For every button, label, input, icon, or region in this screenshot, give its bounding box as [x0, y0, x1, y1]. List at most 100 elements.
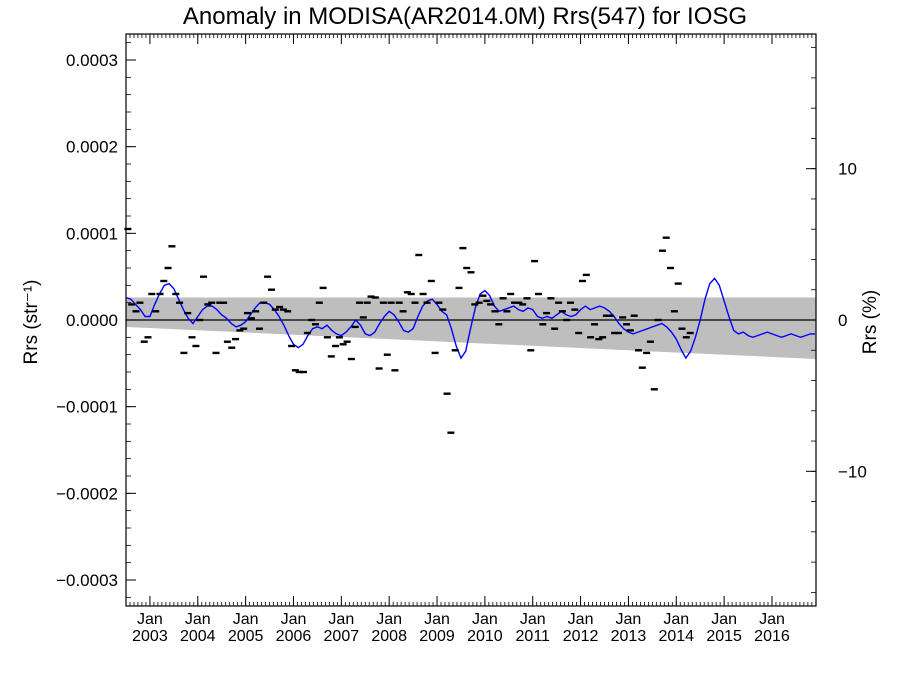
monthly-anomaly-point	[503, 310, 511, 313]
x-tick-month-label: Jan	[663, 611, 689, 628]
monthly-anomaly-point	[295, 370, 303, 374]
monthly-anomaly-point	[415, 253, 423, 257]
y-tick-label: 0.0001	[66, 224, 118, 243]
monthly-anomaly-point	[451, 349, 459, 352]
monthly-anomaly-point	[319, 286, 327, 290]
monthly-anomaly-point	[435, 301, 443, 304]
monthly-anomaly-point	[558, 310, 566, 313]
monthly-anomaly-point	[379, 301, 387, 304]
monthly-anomaly-point	[658, 249, 666, 252]
monthly-anomaly-point	[602, 314, 610, 317]
monthly-anomaly-point	[674, 282, 682, 285]
monthly-anomaly-point	[180, 351, 188, 355]
monthly-anomaly-point	[176, 301, 184, 304]
monthly-anomaly-point	[323, 336, 331, 339]
monthly-anomaly-point	[208, 301, 216, 304]
monthly-anomaly-point	[623, 323, 630, 326]
monthly-anomaly-point	[443, 392, 451, 395]
y-tick-label: 0.0000	[66, 311, 118, 330]
monthly-anomaly-point	[619, 316, 627, 319]
x-tick-year-label: 2012	[563, 628, 599, 645]
y-tick-label: 0.0003	[66, 51, 118, 70]
monthly-anomaly-point	[403, 291, 411, 294]
x-tick-year-label: 2004	[180, 628, 216, 645]
monthly-anomaly-point	[579, 279, 586, 283]
monthly-anomaly-point	[351, 325, 359, 329]
x-tick-year-label: 2013	[611, 628, 647, 645]
y-right-tick-label: 10	[838, 160, 857, 179]
monthly-anomaly-point	[654, 318, 662, 322]
monthly-anomaly-point	[216, 301, 224, 304]
monthly-anomaly-point	[220, 301, 228, 304]
x-tick-year-label: 2008	[371, 628, 407, 645]
monthly-anomaly-point	[667, 266, 674, 270]
x-tick-year-label: 2009	[419, 628, 455, 645]
monthly-anomaly-point	[511, 301, 518, 304]
x-tick-month-label: Jan	[711, 611, 737, 628]
x-tick-year-label: 2010	[467, 628, 503, 645]
monthly-anomaly-point	[543, 311, 551, 315]
monthly-anomaly-point	[475, 301, 483, 304]
monthly-anomaly-point	[555, 301, 563, 304]
monthly-anomaly-point	[606, 314, 614, 317]
monthly-anomaly-point	[312, 323, 319, 326]
monthly-anomaly-point	[567, 301, 574, 304]
monthly-anomaly-point	[200, 275, 207, 278]
monthly-anomaly-point	[315, 301, 323, 304]
monthly-anomaly-point	[168, 245, 176, 248]
monthly-anomaly-point	[228, 346, 236, 349]
monthly-anomaly-point	[411, 301, 419, 304]
monthly-anomaly-point	[507, 292, 515, 296]
monthly-anomaly-point	[539, 323, 547, 326]
monthly-anomaly-point	[427, 279, 435, 283]
monthly-anomaly-point	[247, 317, 255, 320]
monthly-anomaly-point	[148, 292, 156, 296]
monthly-anomaly-point	[531, 259, 539, 263]
monthly-anomaly-point	[196, 318, 204, 322]
monthly-anomaly-point	[156, 292, 164, 296]
monthly-anomaly-point	[335, 336, 343, 339]
x-tick-year-label: 2016	[754, 628, 790, 645]
monthly-anomaly-point	[303, 331, 311, 335]
monthly-anomaly-point	[419, 292, 427, 296]
monthly-anomaly-point	[495, 323, 503, 326]
x-tick-year-label: 2006	[276, 628, 312, 645]
monthly-anomaly-point	[284, 310, 292, 313]
monthly-anomaly-point	[646, 340, 654, 343]
monthly-anomaly-point	[359, 316, 367, 319]
monthly-anomaly-point	[339, 343, 347, 346]
monthly-anomaly-point	[132, 310, 140, 313]
chart-title: Anomaly in MODISA(AR2014.0M) Rrs(547) fo…	[183, 3, 747, 30]
monthly-anomaly-point	[223, 340, 231, 343]
monthly-anomaly-point	[160, 279, 168, 283]
monthly-anomaly-point	[240, 327, 248, 330]
monthly-anomaly-point	[395, 301, 403, 304]
smoothed-line-layer	[125, 277, 815, 360]
x-tick-month-label: Jan	[759, 611, 785, 628]
monthly-anomaly-point	[264, 275, 272, 278]
x-tick-month-label: Jan	[137, 611, 163, 628]
monthly-anomaly-point	[662, 236, 670, 239]
monthly-anomaly-point	[128, 303, 136, 306]
monthly-anomaly-point	[463, 266, 471, 270]
monthly-anomaly-point	[332, 344, 340, 348]
monthly-anomaly-point	[271, 308, 279, 311]
monthly-anomaly-point	[268, 288, 275, 291]
monthly-anomaly-point	[523, 297, 531, 300]
monthly-anomaly-point	[591, 323, 598, 326]
monthly-anomaly-point	[124, 227, 132, 231]
x-tick-month-label: Jan	[568, 611, 594, 628]
x-tick-year-label: 2007	[324, 628, 360, 645]
x-tick-month-label: Jan	[185, 611, 211, 628]
monthly-anomaly-point	[188, 336, 196, 339]
monthly-anomaly-point	[356, 301, 363, 304]
monthly-anomaly-point	[136, 301, 144, 304]
monthly-anomaly-point	[575, 331, 583, 335]
monthly-anomaly-point	[643, 351, 651, 355]
monthly-anomaly-point	[212, 351, 220, 355]
monthly-anomaly-point	[236, 329, 244, 332]
x-tick-month-label: Jan	[233, 611, 259, 628]
y-tick-label: −0.0001	[56, 398, 118, 417]
monthly-anomaly-point	[192, 344, 200, 348]
y-tick-label: −0.0002	[56, 484, 118, 503]
